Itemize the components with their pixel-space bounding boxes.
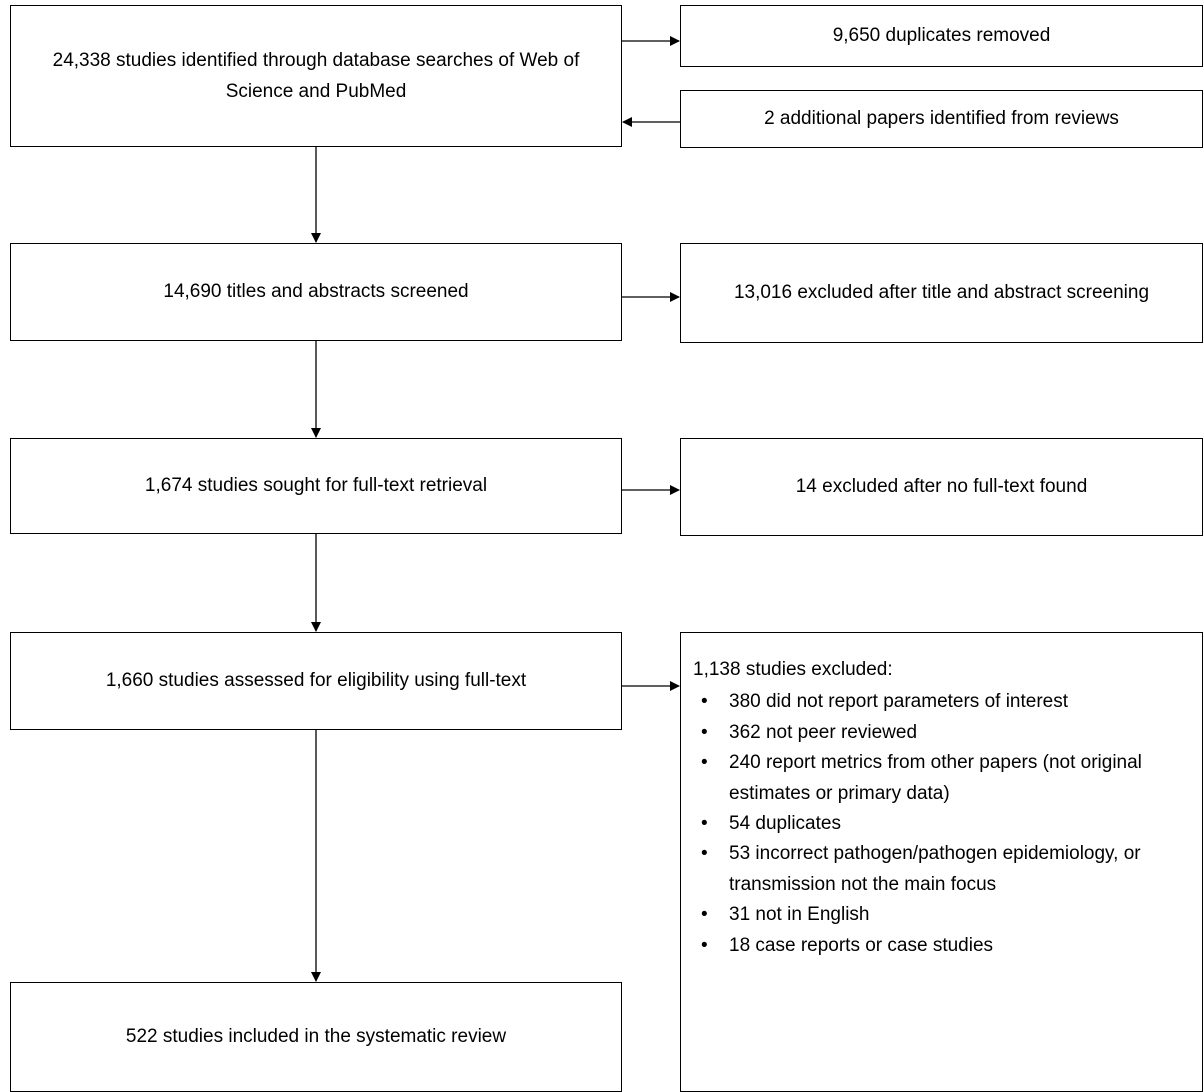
exclusion-reason: 31 not in English: [693, 900, 1190, 931]
duplicates-removed-text: 9,650 duplicates removed: [832, 25, 1051, 47]
assessed-box: 1,660 studies assessed for eligibility u…: [10, 632, 622, 730]
exclusion-reason: 53 incorrect pathogen/pathogen epidemiol…: [693, 839, 1190, 900]
excluded-screening-text: 13,016 excluded after title and abstract…: [733, 282, 1150, 304]
excluded-no-fulltext-text: 14 excluded after no full-text found: [795, 476, 1088, 498]
sought-box: 1,674 studies sought for full-text retri…: [10, 438, 622, 534]
exclusion-reason: 54 duplicates: [693, 809, 1190, 840]
exclusion-reason: 240 report metrics from other papers (no…: [693, 748, 1190, 809]
additional-papers-box: 2 additional papers identified from revi…: [680, 90, 1203, 148]
exclusion-reason: 18 case reports or case studies: [693, 931, 1190, 962]
exclusion-reason: 380 did not report parameters of interes…: [693, 687, 1190, 718]
screened-text: 14,690 titles and abstracts screened: [163, 281, 469, 303]
duplicates-removed-box: 9,650 duplicates removed: [680, 5, 1203, 67]
sought-text: 1,674 studies sought for full-text retri…: [144, 475, 488, 497]
included-box: 522 studies included in the systematic r…: [10, 982, 622, 1092]
exclusion-reasons-list: 380 did not report parameters of interes…: [693, 687, 1190, 961]
identified-box: 24,338 studies identified through databa…: [10, 5, 622, 147]
included-text: 522 studies included in the systematic r…: [125, 1026, 507, 1048]
screened-box: 14,690 titles and abstracts screened: [10, 243, 622, 341]
excluded-screening-box: 13,016 excluded after title and abstract…: [680, 243, 1203, 343]
assessed-text: 1,660 studies assessed for eligibility u…: [105, 670, 527, 692]
exclusion-reason: 362 not peer reviewed: [693, 718, 1190, 749]
excluded-eligibility-heading: 1,138 studies excluded:: [693, 659, 893, 680]
additional-papers-text: 2 additional papers identified from revi…: [764, 108, 1119, 130]
identified-text: 24,338 studies identified through databa…: [52, 49, 580, 102]
excluded-eligibility-box: 1,138 studies excluded: 380 did not repo…: [680, 632, 1203, 1092]
excluded-no-fulltext-box: 14 excluded after no full-text found: [680, 438, 1203, 536]
